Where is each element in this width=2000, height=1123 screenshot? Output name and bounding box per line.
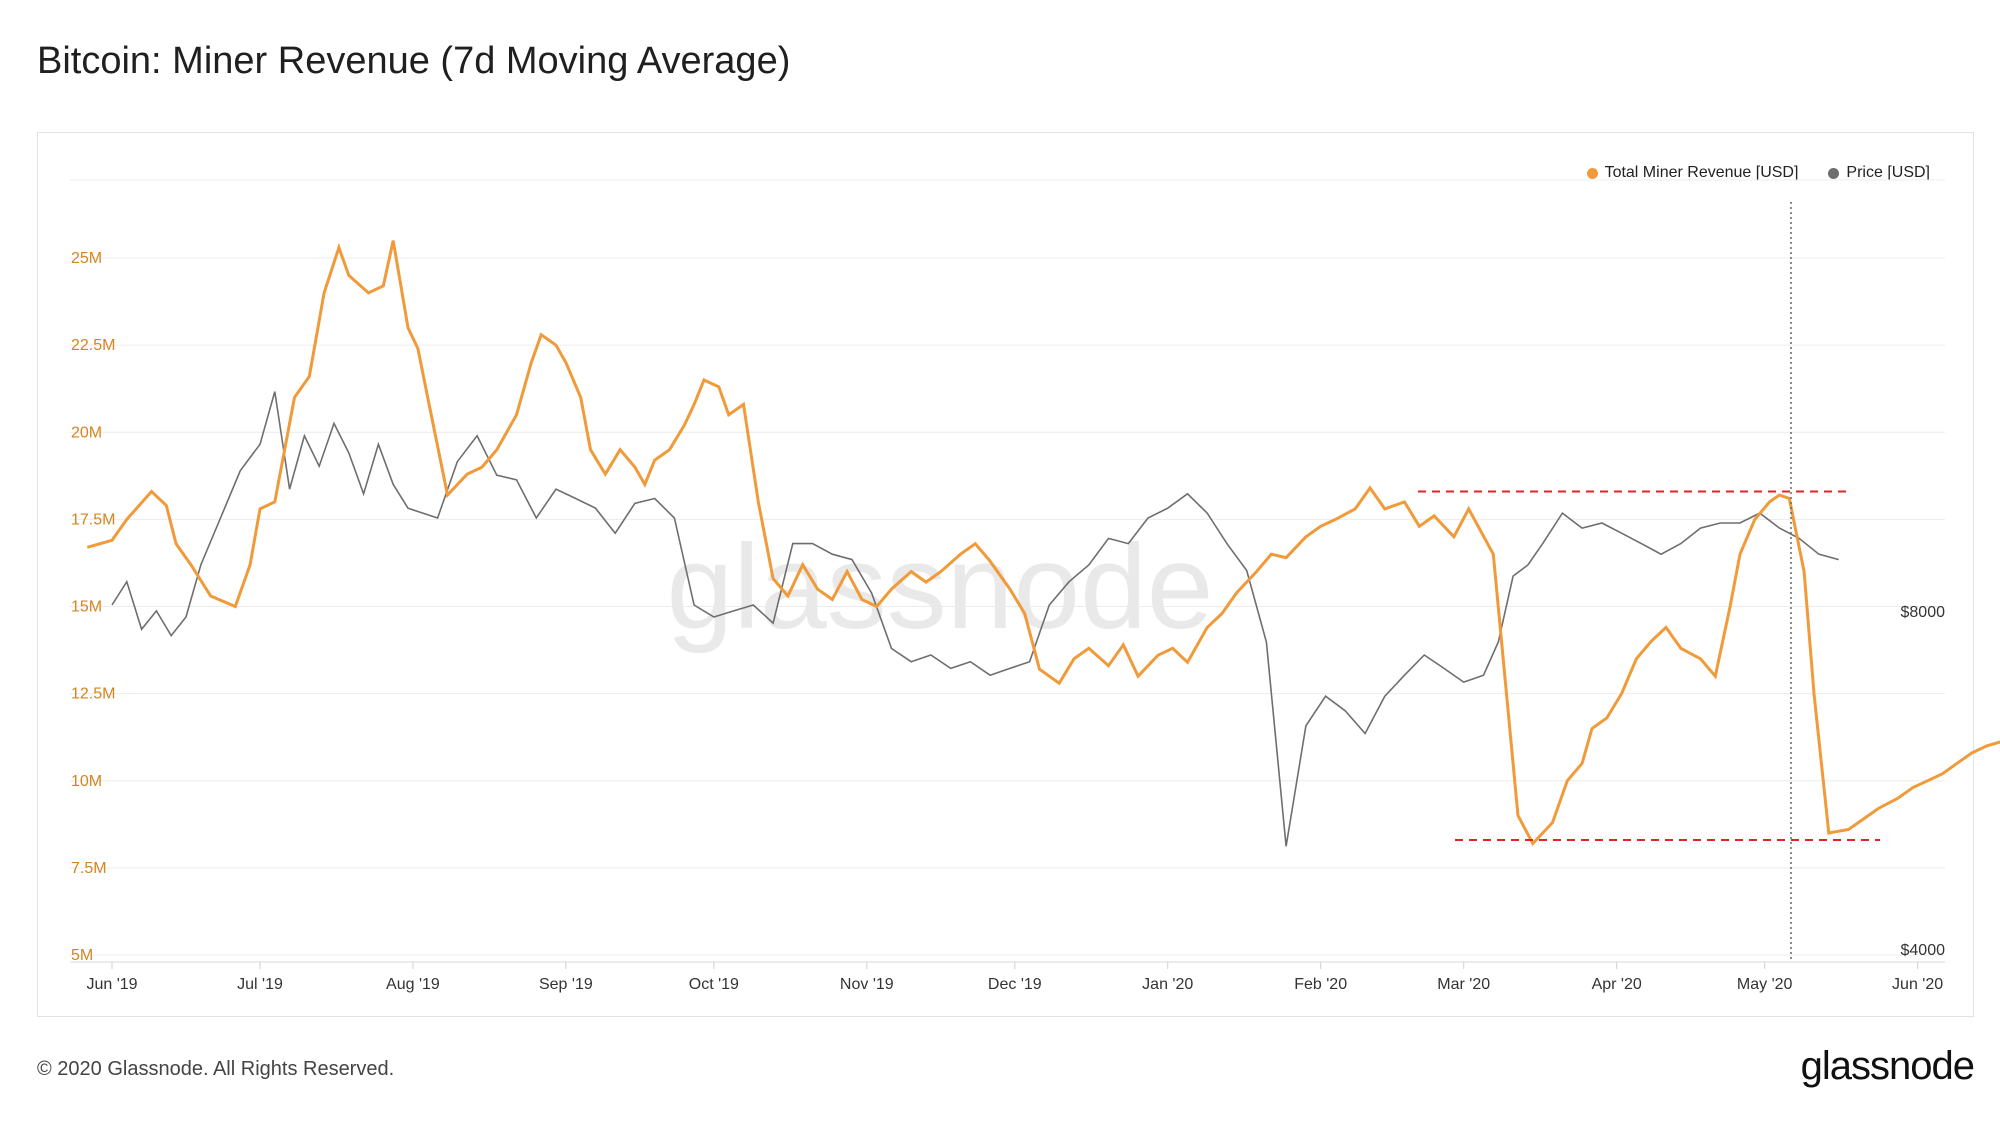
y-left-tick-label: 7.5M (71, 860, 107, 877)
y-left-tick-label: 5M (71, 947, 93, 964)
x-tick-label: Mar '20 (1437, 976, 1490, 993)
y-left-tick-label: 17.5M (71, 511, 115, 528)
x-tick-label: Aug '19 (386, 976, 440, 993)
x-tick-label: May '20 (1737, 976, 1793, 993)
legend-dot-price (1828, 167, 1840, 179)
legend-item-price[interactable]: Price [USD] (1828, 164, 1930, 182)
x-tick-label: Feb '20 (1294, 976, 1347, 993)
x-tick-label: Jan '20 (1142, 976, 1193, 993)
x-tick-label: Nov '19 (840, 976, 894, 993)
legend-item-revenue[interactable]: Total Miner Revenue [USD] (1586, 164, 1799, 182)
x-tick-label: Jul '19 (237, 976, 283, 993)
glassnode-logo[interactable]: glassnode (1800, 1044, 1975, 1088)
y-left-tick-label: 15M (71, 599, 102, 616)
y-right-tick-label: $8000 (1901, 604, 1946, 621)
y-left-tick-label: 20M (71, 424, 102, 441)
y-right-tick-label: $4000 (1901, 942, 1946, 959)
x-tick-label: Oct '19 (689, 976, 739, 993)
y-left-tick-label: 25M (71, 250, 102, 267)
price-series-line (111, 391, 1839, 847)
x-tick-label: Apr '20 (1592, 976, 1642, 993)
x-tick-label: Dec '19 (988, 976, 1042, 993)
chart-panel (37, 132, 1974, 1017)
legend-label-price: Price [USD] (1846, 164, 1930, 181)
x-tick-label: Sep '19 (539, 976, 593, 993)
x-tick-label: Jun '20 (1892, 976, 1943, 993)
legend-dot-revenue (1586, 167, 1598, 179)
y-left-tick-label: 10M (71, 773, 102, 790)
y-left-tick-label: 12.5M (71, 686, 115, 703)
legend-label-revenue: Total Miner Revenue [USD] (1604, 164, 1799, 181)
revenue-series-line (86, 240, 2000, 847)
x-tick-label: Jun '19 (86, 976, 137, 993)
chart-title: Bitcoin: Miner Revenue (7d Moving Averag… (37, 40, 791, 82)
chart-legend: Total Miner Revenue [USD] Price [USD] (1586, 164, 1930, 182)
copyright-footer: © 2020 Glassnode. All Rights Reserved. (37, 1058, 395, 1080)
y-left-tick-label: 22.5M (71, 337, 115, 354)
